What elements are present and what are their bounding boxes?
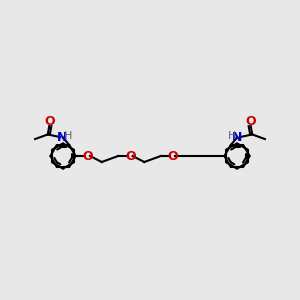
Text: O: O [245, 115, 256, 128]
Text: O: O [82, 149, 93, 163]
Text: O: O [125, 149, 136, 163]
Text: H: H [228, 130, 236, 140]
Text: H: H [64, 130, 72, 140]
Text: N: N [57, 130, 68, 143]
Text: O: O [167, 149, 178, 163]
Text: O: O [44, 115, 55, 128]
Text: N: N [232, 130, 243, 143]
